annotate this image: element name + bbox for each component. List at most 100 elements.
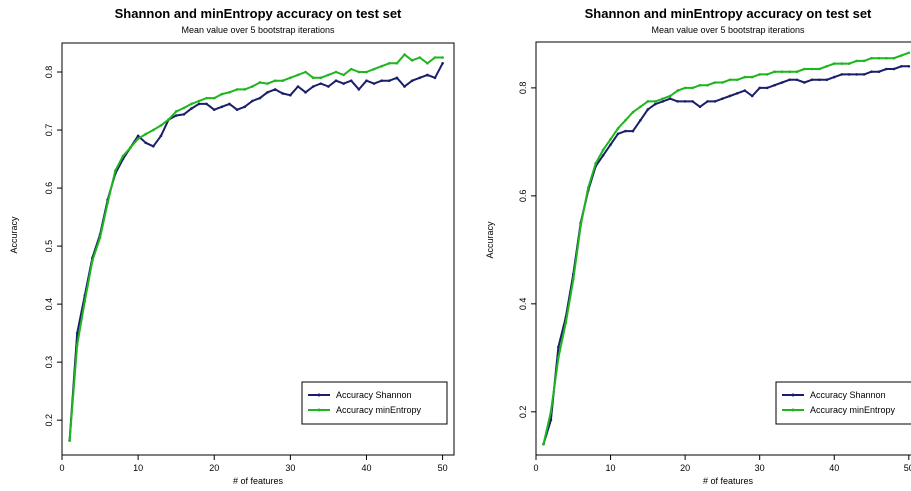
x-tick-label: 50 xyxy=(438,463,448,473)
data-point-minentropy xyxy=(825,64,829,68)
data-point-minentropy xyxy=(601,148,605,152)
data-point-shannon xyxy=(365,79,368,83)
data-point-minentropy xyxy=(91,259,94,262)
data-point-minentropy xyxy=(758,73,761,76)
data-point-minentropy xyxy=(266,82,269,85)
y-tick-label: 0.4 xyxy=(518,298,528,311)
data-point-minentropy xyxy=(736,78,739,82)
data-point-minentropy xyxy=(803,67,806,71)
data-point-minentropy xyxy=(624,118,627,122)
legend-label-shannon: Accuracy Shannon xyxy=(336,390,412,400)
data-point-shannon xyxy=(273,88,277,91)
legend-box xyxy=(775,381,911,425)
data-point-minentropy xyxy=(743,75,747,79)
data-point-shannon xyxy=(840,73,844,76)
data-point-shannon xyxy=(410,79,414,83)
data-point-minentropy xyxy=(750,75,754,79)
chart-subtitle: Mean value over 5 bootstrap iterations xyxy=(181,25,335,35)
legend-box xyxy=(301,381,448,425)
data-point-shannon xyxy=(862,73,866,76)
data-point-minentropy xyxy=(900,54,903,57)
data-point-shannon xyxy=(327,85,330,88)
x-tick-label: 50 xyxy=(904,463,911,473)
data-point-shannon xyxy=(758,86,761,90)
legend: Accuracy Shannon Accuracy minEntropy xyxy=(775,381,911,425)
plot-frame xyxy=(535,41,911,456)
data-point-shannon xyxy=(418,76,422,80)
data-point-minentropy xyxy=(395,62,399,65)
data-point-shannon xyxy=(721,97,724,100)
data-point-minentropy xyxy=(243,88,246,91)
data-point-shannon xyxy=(795,78,799,82)
data-point-minentropy xyxy=(840,62,844,65)
x-tick-label: 0 xyxy=(59,463,64,473)
data-point-minentropy xyxy=(639,105,642,109)
data-point-shannon xyxy=(441,62,444,65)
data-point-shannon xyxy=(426,73,429,77)
data-point-minentropy xyxy=(235,88,239,91)
data-point-minentropy xyxy=(631,110,635,114)
data-point-minentropy xyxy=(144,132,148,136)
legend-marker-minentropy xyxy=(317,408,321,412)
data-point-shannon xyxy=(258,96,262,100)
data-point-shannon xyxy=(403,85,406,88)
data-point-shannon xyxy=(609,143,612,146)
data-point-minentropy xyxy=(564,321,568,325)
data-point-shannon xyxy=(220,105,224,109)
data-point-shannon xyxy=(736,91,739,95)
data-point-shannon xyxy=(706,100,709,103)
legend: Accuracy Shannon Accuracy minEntropy xyxy=(301,381,448,425)
data-point-minentropy xyxy=(136,137,140,141)
data-point-minentropy xyxy=(691,86,694,90)
data-point-minentropy xyxy=(616,127,620,130)
y-tick-label: 0.4 xyxy=(44,298,54,311)
data-point-minentropy xyxy=(319,76,323,80)
data-point-shannon xyxy=(907,64,911,68)
legend-label-minentropy: Accuracy minEntropy xyxy=(810,405,896,415)
data-point-shannon xyxy=(372,82,376,85)
x-tick-label: 40 xyxy=(361,463,371,473)
data-point-shannon xyxy=(334,79,338,83)
data-point-minentropy xyxy=(818,67,821,71)
data-point-shannon xyxy=(654,102,657,106)
y-tick-label: 0.3 xyxy=(44,356,54,369)
data-point-shannon xyxy=(549,418,553,422)
y-tick-label: 0.2 xyxy=(518,406,528,419)
data-point-minentropy xyxy=(152,128,155,132)
data-point-minentropy xyxy=(258,81,262,84)
data-point-minentropy xyxy=(765,73,769,76)
legend-label-shannon: Accuracy Shannon xyxy=(810,390,886,400)
data-point-minentropy xyxy=(121,154,125,158)
data-point-minentropy xyxy=(296,73,300,77)
data-point-minentropy xyxy=(388,62,391,65)
chart-left-svg: Shannon and minEntropy accuracy on test … xyxy=(9,6,455,486)
data-point-minentropy xyxy=(549,410,553,414)
x-axis-label: # of features xyxy=(703,476,754,486)
data-point-shannon xyxy=(780,81,784,84)
data-point-minentropy xyxy=(907,51,911,55)
data-point-minentropy xyxy=(75,343,79,347)
data-point-minentropy xyxy=(365,70,368,74)
chart-left: Shannon and minEntropy accuracy on test … xyxy=(0,0,455,491)
data-point-minentropy xyxy=(728,78,732,82)
data-point-minentropy xyxy=(877,56,881,60)
legend-marker-minentropy xyxy=(791,408,795,412)
x-tick-label: 10 xyxy=(133,463,143,473)
data-point-minentropy xyxy=(885,56,888,60)
data-point-shannon xyxy=(197,102,201,106)
data-point-minentropy xyxy=(342,73,345,77)
x-tick-label: 40 xyxy=(829,463,839,473)
data-point-shannon xyxy=(803,81,806,84)
y-axis-label: Accuracy xyxy=(9,216,19,254)
data-point-minentropy xyxy=(250,85,254,88)
data-point-shannon xyxy=(75,331,79,335)
data-point-minentropy xyxy=(311,76,315,80)
data-point-minentropy xyxy=(609,137,612,141)
data-point-shannon xyxy=(311,85,315,88)
y-tick-label: 0.6 xyxy=(44,182,54,195)
data-point-minentropy xyxy=(98,236,102,239)
data-point-minentropy xyxy=(159,124,163,127)
chart-right: Shannon and minEntropy accuracy on test … xyxy=(456,0,911,491)
data-point-minentropy xyxy=(197,99,201,103)
